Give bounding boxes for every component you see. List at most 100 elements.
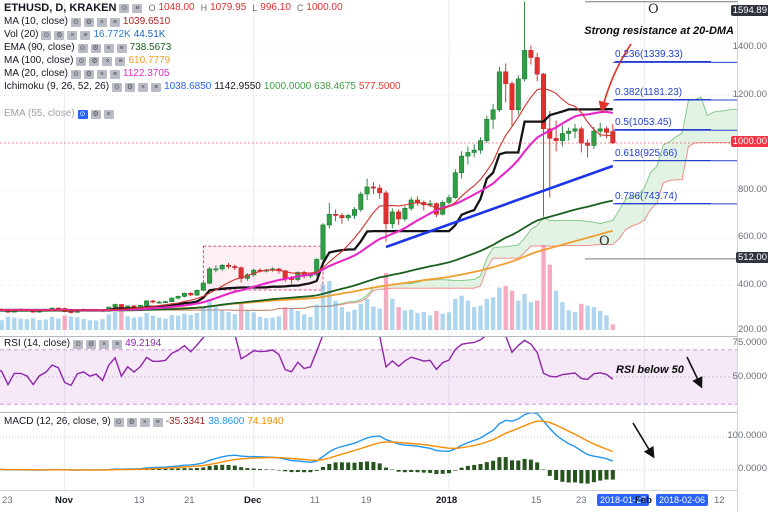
more-icon[interactable]: ≡ (152, 417, 163, 427)
more-icon[interactable]: ≡ (112, 339, 123, 349)
eye-icon[interactable]: ⊙ (112, 82, 123, 92)
time-label: 15 (531, 495, 542, 506)
resistance-annotation[interactable]: Strong resistance at 20-DMA (584, 25, 734, 37)
indicator-value: 38.8600 (208, 416, 245, 427)
macd-scale-label: 100.0000 (727, 430, 767, 441)
macd-arrow[interactable] (632, 422, 655, 459)
rsi-scale-label: 50.0000 (732, 371, 767, 382)
fib-level-label[interactable]: 0.618(925.66) (615, 148, 711, 161)
eye-icon[interactable]: ⊙ (119, 3, 130, 13)
gear-icon[interactable]: ⚙ (90, 43, 101, 53)
fib-level-label[interactable]: 0.786(743.74) (615, 191, 711, 204)
indicator-label: EMA (90, close) (4, 42, 75, 53)
o-marker-top[interactable]: O (648, 2, 659, 17)
close-icon[interactable]: × (96, 17, 107, 27)
indicator-value: -35.3341 (165, 416, 206, 427)
symbol-info-row[interactable]: ETHUSD, D, KRAKEN ⊙ ≡ O 1048.00 H 1079.95 … (4, 2, 343, 14)
indicator-value: 74.1940 (247, 416, 284, 427)
eye-icon[interactable]: ⊙ (70, 17, 81, 27)
indicator-label: MACD (12, 26, close, 9) (4, 416, 111, 427)
trendline[interactable] (385, 164, 614, 249)
close-icon[interactable]: × (96, 69, 107, 79)
low-value: 996.10 (260, 2, 291, 13)
close-icon[interactable]: × (99, 339, 110, 349)
time-label: 21 (184, 495, 195, 506)
symbol-title[interactable]: ETHUSD, D, KRAKEN (4, 2, 117, 14)
time-label: 13 (134, 495, 145, 506)
rsi-arrow[interactable] (686, 356, 703, 389)
indicator-label: MA (20, close) (4, 68, 68, 79)
rsi-annotation[interactable]: RSI below 50 (616, 364, 684, 376)
main-pane (0, 1, 737, 331)
time-label: 2018 (436, 495, 458, 506)
fib-level-label[interactable]: 0.382(1181.23) (615, 87, 711, 100)
more-icon[interactable]: ≡ (115, 56, 126, 66)
o-marker-mid[interactable]: O (599, 234, 610, 249)
fib-level-label[interactable]: 0.236(1339.33) (615, 49, 711, 62)
indicator-value: 610.7779 (128, 55, 171, 66)
indicator-legend-macd[interactable]: MACD (12, 26, close, 9) ⊙ ⚙ × ≡ -35.3341 38… (4, 416, 284, 428)
rsi-pane (0, 337, 737, 405)
eye-icon[interactable]: ⊙ (41, 30, 52, 40)
gear-icon[interactable]: ⚙ (83, 69, 94, 79)
gear-icon[interactable]: ⚙ (86, 339, 97, 349)
rsi-line (0, 337, 614, 387)
time-axis[interactable]: 23 Nov 13 21 Dec 11 19 2018 15 23 2018-0… (0, 490, 737, 512)
eye-icon[interactable]: ⊙ (77, 109, 88, 119)
gear-icon[interactable]: ⚙ (90, 109, 101, 119)
macd-histogram (0, 457, 615, 484)
indicator-value: 49.2194 (125, 338, 162, 349)
close-icon[interactable]: × (103, 109, 114, 119)
price-scale[interactable]: 1594.89 1400.00 1200.00 1000.00 800.00 6… (727, 0, 768, 512)
indicator-legend-ema55[interactable]: EMA (55, close) ⊙ ⚙ × (4, 108, 114, 120)
indicator-value: 1000.0000 (263, 81, 312, 92)
date-badge-jan27: 2018-01-27 (597, 494, 650, 506)
indicator-label: RSI (14, close) (4, 338, 71, 349)
more-icon[interactable]: ≡ (151, 82, 162, 92)
gear-icon[interactable]: ⚙ (89, 56, 100, 66)
open-value: 1048.00 (158, 2, 195, 13)
more-icon[interactable]: ≡ (116, 43, 127, 53)
close-icon[interactable]: × (67, 30, 78, 40)
indicator-legend-ema90[interactable]: EMA (90, close) ⊙ ⚙ × ≡ 738.5673 (4, 42, 171, 54)
close-icon[interactable]: × (102, 56, 113, 66)
more-icon[interactable]: ≡ (109, 69, 120, 79)
indicator-legend-vol[interactable]: Vol (20) ⊙ ⚙ × ≡ 16.772K 44.51K (4, 29, 165, 41)
indicator-value: 16.772K (93, 29, 131, 40)
time-label: Feb (635, 495, 652, 506)
time-label: Nov (55, 495, 73, 506)
eye-icon[interactable]: ⊙ (77, 43, 88, 53)
gear-icon[interactable]: ⚙ (83, 17, 94, 27)
high-label: H (200, 3, 208, 13)
close-icon[interactable]: × (139, 417, 150, 427)
resistance-arrow[interactable] (598, 43, 632, 113)
time-label: 11 (310, 495, 320, 506)
rsi-scale-label: 75.0000 (732, 337, 767, 348)
gear-icon[interactable]: ⚙ (54, 30, 65, 40)
eye-icon[interactable]: ⊙ (70, 69, 81, 79)
indicator-legend-ma100[interactable]: MA (100, close) ⊙ ⚙ × ≡ 610.7779 (4, 55, 170, 67)
macd-signal-line (0, 420, 614, 471)
more-icon[interactable]: ≡ (80, 30, 91, 40)
eye-icon[interactable]: ⊙ (73, 339, 84, 349)
more-icon[interactable]: ≡ (109, 17, 120, 27)
eye-icon[interactable]: ⊙ (76, 56, 87, 66)
gear-icon[interactable]: ⚙ (125, 82, 136, 92)
more-icon[interactable]: ≡ (132, 3, 143, 13)
indicator-legend-ma10[interactable]: MA (10, close) ⊙ ⚙ × ≡ 1039.6510 (4, 16, 170, 28)
indicator-legend-rsi[interactable]: RSI (14, close) ⊙ ⚙ × ≡ 49.2194 (4, 338, 161, 350)
time-label: 19 (361, 495, 372, 506)
macd-pane (0, 413, 737, 484)
close-icon[interactable]: × (138, 82, 149, 92)
indicator-legend-ichimoku[interactable]: Ichimoku (9, 26, 52, 26) ⊙ ⚙ × ≡ 1038.6850 … (4, 81, 401, 93)
indicator-legend-ma20[interactable]: MA (20, close) ⊙ ⚙ × ≡ 1122.3705 (4, 68, 169, 80)
ichimoku-cloud (45, 96, 737, 312)
close-icon[interactable]: × (103, 43, 114, 53)
macd-scale-label: 0.0000 (737, 463, 767, 474)
indicator-value: 738.5673 (129, 42, 172, 53)
gear-icon[interactable]: ⚙ (126, 417, 137, 427)
eye-icon[interactable]: ⊙ (113, 417, 124, 427)
date-badge-feb06: 2018-02-06 (656, 494, 709, 506)
fib-level-label[interactable]: 0.5(1053.45) (615, 117, 711, 130)
